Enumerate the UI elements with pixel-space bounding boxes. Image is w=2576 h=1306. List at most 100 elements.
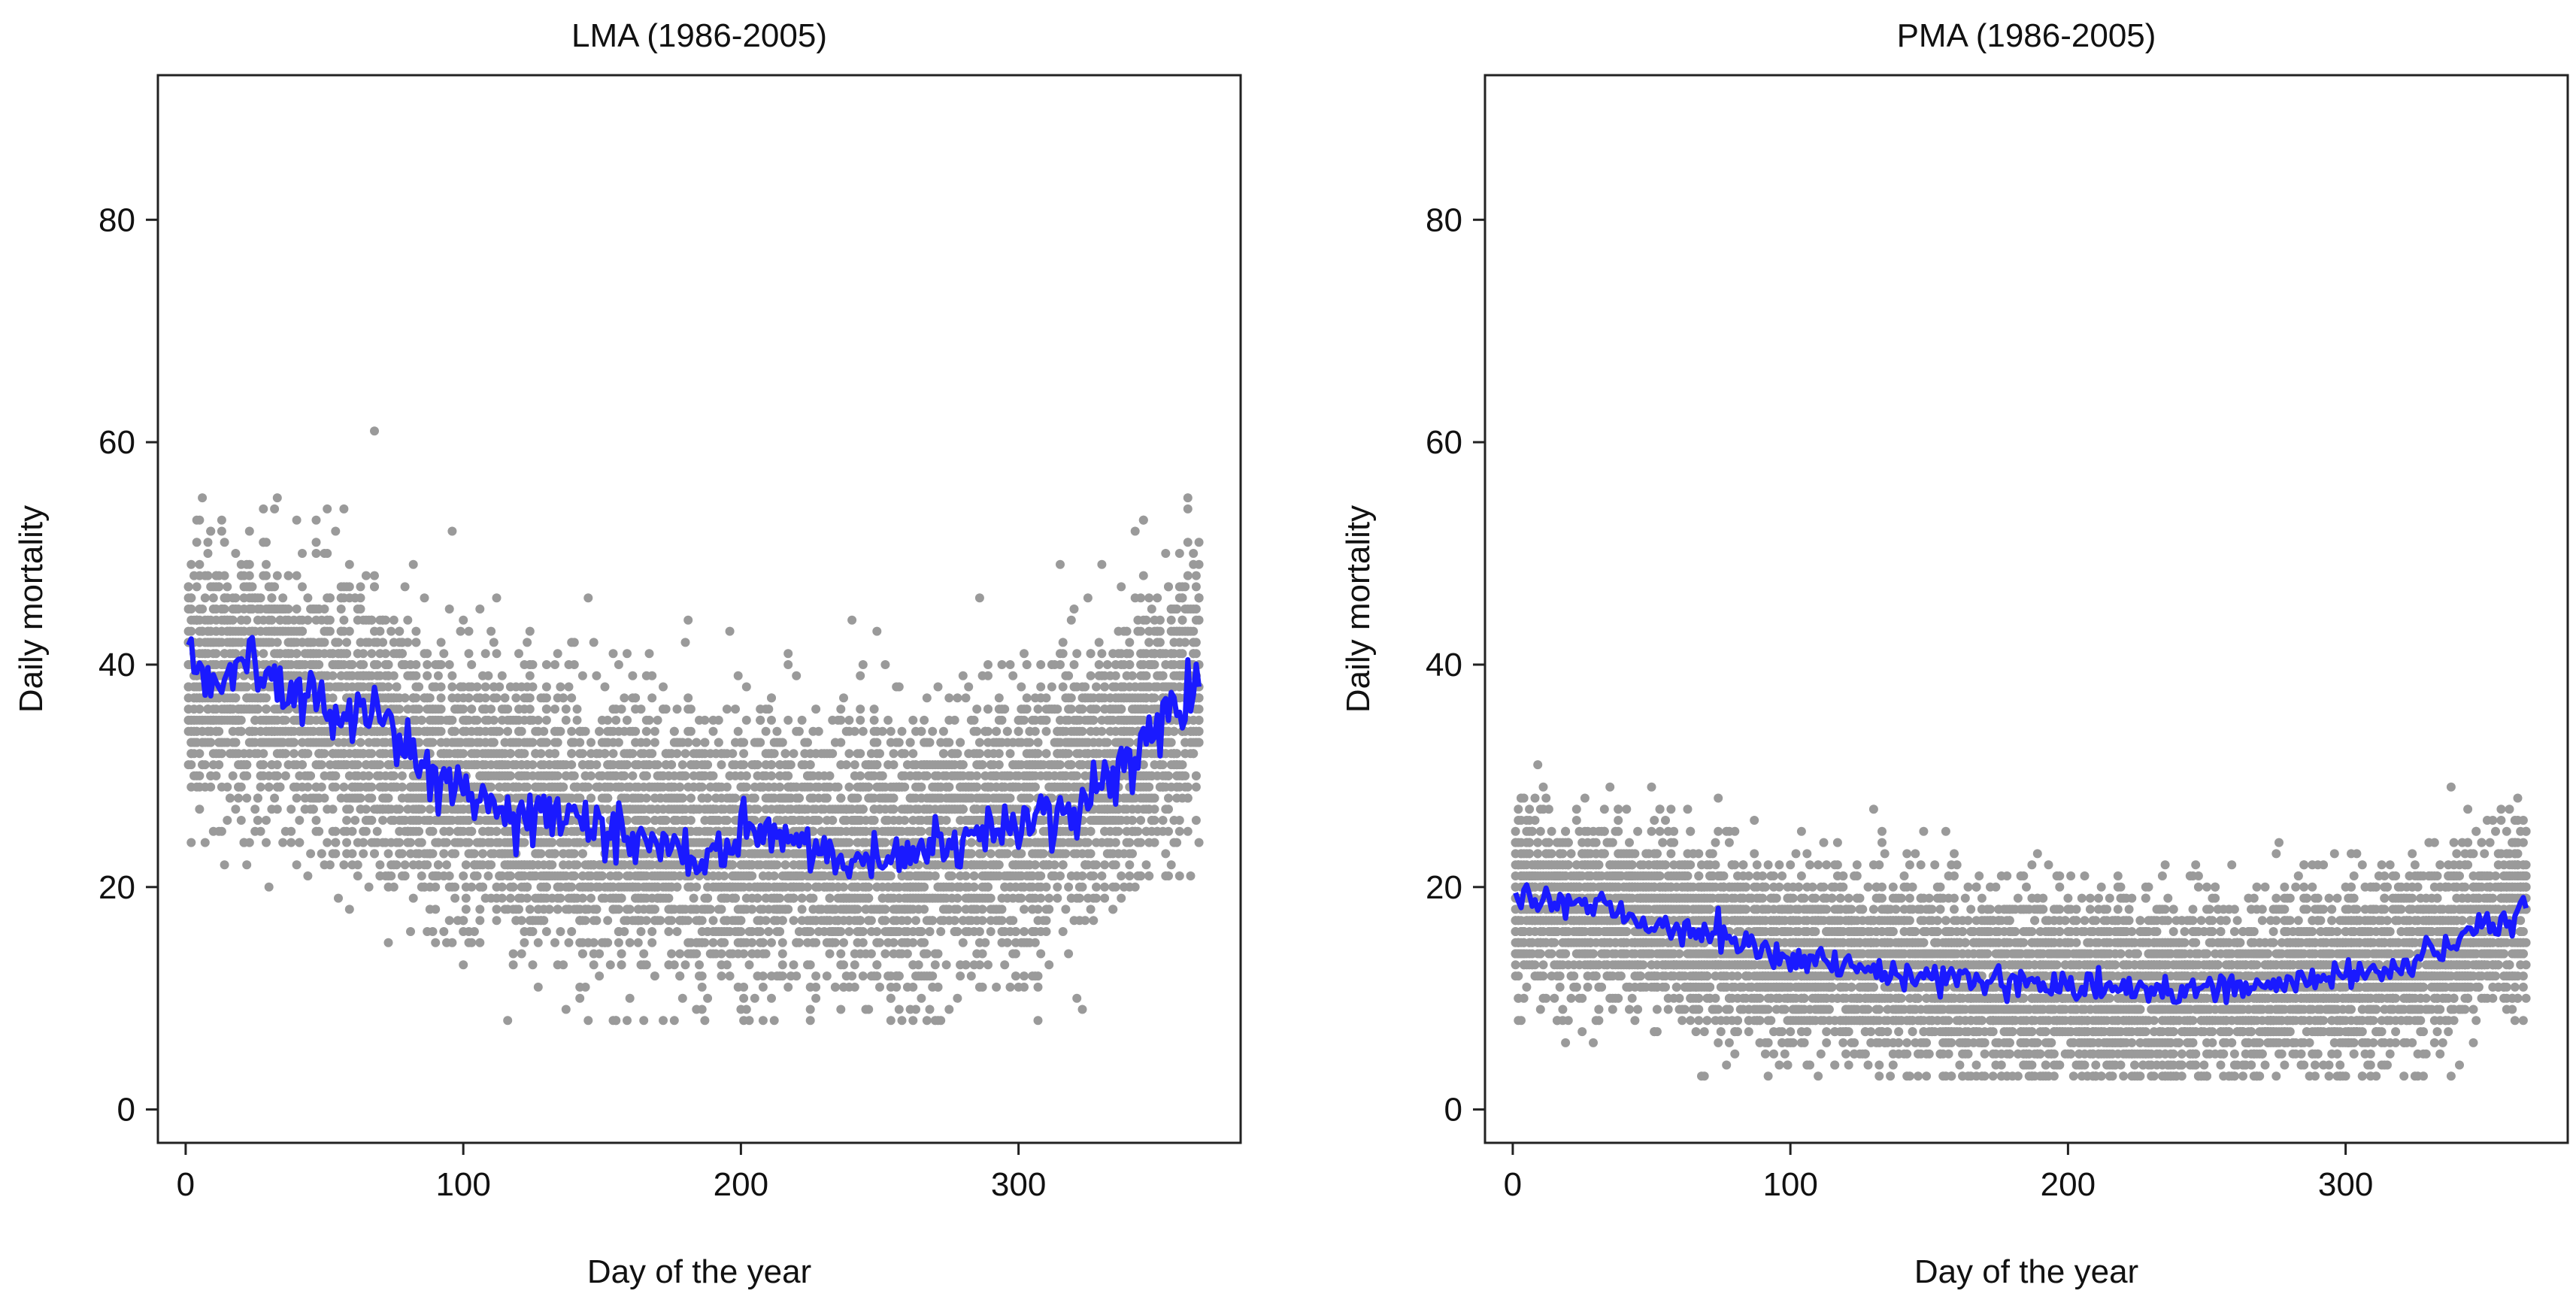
point-lma-1293 [361,826,371,836]
point-lma-3116 [614,905,623,914]
point-lma-3895 [722,816,732,825]
point-lma-2081 [472,715,482,725]
point-lma-4377 [789,893,799,903]
point-lma-4016 [739,993,749,1003]
point-lma-2065 [469,849,479,859]
point-lma-4879 [858,938,868,947]
point-lma-4852 [856,916,865,926]
point-lma-4487 [805,760,815,770]
point-lma-2732 [561,1004,571,1014]
point-lma-809 [295,838,305,847]
point-lma-4805 [850,982,859,992]
point-lma-1392 [375,626,385,636]
point-lma-1062 [331,849,341,859]
point-lma-2091 [472,871,482,880]
point-lma-1604 [406,927,415,936]
point-lma-450 [244,526,254,536]
point-lma-392 [236,726,246,736]
point-lma-2719 [559,782,568,792]
point-lma-2003 [461,905,471,914]
point-lma-1356 [370,582,379,592]
point-lma-103 [198,493,208,503]
point-lma-1691 [417,871,426,880]
point-lma-1165 [344,582,354,592]
point-lma-323 [228,615,238,625]
point-lma-2776 [567,927,577,936]
point-lma-4846 [856,715,865,725]
point-lma-3939 [728,749,738,759]
point-lma-86 [195,805,205,814]
point-lma-3586 [680,960,690,970]
point-lma-2491 [528,960,538,970]
point-lma-4755 [841,760,851,770]
point-lma-384 [236,715,246,725]
point-lma-1037 [325,615,335,625]
point-lma-4972 [872,626,882,636]
point-lma-245 [217,749,226,759]
point-lma-134 [200,593,210,603]
point-lma-2468 [525,693,535,703]
point-lma-3139 [617,960,626,970]
point-lma-167 [206,738,216,747]
point-lma-4146 [758,938,768,947]
point-lma-4407 [794,726,804,736]
point-lma-2466 [525,626,535,636]
point-lma-3715 [697,982,707,992]
point-lma-1920 [450,882,460,892]
point-lma-4721 [839,693,848,703]
point-lma-3410 [656,916,665,926]
point-lma-916 [308,805,318,814]
point-lma-427 [242,771,252,780]
point-lma-2312 [503,705,513,714]
point-lma-4328 [783,905,793,914]
point-lma-4213 [767,715,776,725]
point-lma-3468 [664,893,674,903]
point-lma-4410 [794,793,804,803]
point-lma-4868 [858,971,868,981]
point-lma-2661 [553,738,562,747]
point-lma-1198 [347,660,357,669]
point-lma-1911 [447,671,457,680]
point-lma-2889 [583,593,593,603]
point-lma-1890 [444,916,454,926]
point-lma-4959 [869,816,879,825]
point-lma-2945 [592,916,602,926]
point-lma-726 [283,605,293,614]
point-lma-4013 [739,982,749,992]
point-lma-3894 [722,960,732,970]
point-lma-2161 [483,871,493,880]
point-lma-686 [278,838,288,847]
point-lma-2020 [464,838,474,847]
point-lma-4264 [775,893,785,903]
point-lma-2641 [550,660,559,669]
point-lma-1395 [375,860,385,870]
point-lma-1339 [367,793,377,803]
y-axis-label-lma: Daily mortality [13,505,50,713]
point-lma-3969 [733,726,743,736]
point-lma-2481 [528,682,538,692]
point-lma-1733 [423,649,432,659]
point-lma-2434 [520,838,529,847]
point-lma-4214 [767,693,776,703]
point-lma-4711 [836,949,846,959]
point-lma-648 [272,805,282,814]
point-lma-252 [217,826,226,836]
point-lma-1334 [367,749,377,759]
point-lma-1452 [383,660,393,669]
point-lma-1516 [392,682,402,692]
point-lma-3371 [650,738,659,747]
point-lma-2101 [475,905,485,914]
point-lma-1815 [433,860,443,870]
point-lma-2409 [517,949,526,959]
point-lma-2452 [523,882,532,892]
point-lma-1983 [459,749,468,759]
point-lma-1235 [353,871,362,880]
point-lma-1562 [400,582,410,592]
point-lma-995 [320,793,329,803]
chart-title-lma: LMA (1986-2005) [571,17,827,54]
point-lma-1244 [356,593,365,603]
point-lma-2798 [569,849,579,859]
point-lma-2855 [577,849,587,859]
point-lma-741 [286,805,296,814]
point-lma-3109 [614,660,623,669]
